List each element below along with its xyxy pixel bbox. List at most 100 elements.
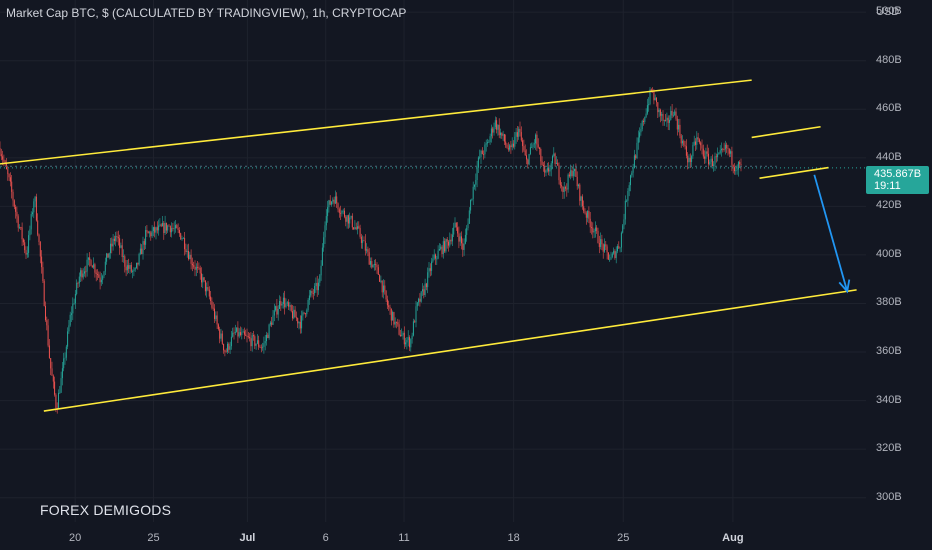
candle-body [121, 245, 123, 257]
candle-body [165, 222, 167, 231]
candle-body [71, 313, 72, 315]
candle-body [476, 167, 478, 181]
candle-body [112, 238, 114, 247]
candle-body [289, 305, 291, 307]
candle-body [718, 152, 720, 155]
candle-body [8, 174, 10, 178]
candle-body [435, 254, 436, 259]
candle-body [380, 280, 382, 282]
candle-body [533, 143, 535, 145]
candle-body [558, 165, 560, 181]
candle-body [559, 180, 561, 186]
candle-body [376, 264, 378, 268]
candle-body [119, 238, 121, 248]
candle-body [210, 296, 212, 301]
trendline[interactable] [0, 79, 752, 165]
candle-body [25, 250, 27, 255]
candle-body [619, 247, 621, 249]
candle-body [223, 343, 225, 351]
candle-body [281, 303, 283, 306]
candle-body [636, 142, 638, 159]
candle-body [264, 341, 266, 344]
trendline[interactable] [751, 125, 821, 139]
candle-body [687, 155, 689, 163]
projection-arrow[interactable] [813, 174, 849, 292]
candle-body [410, 339, 412, 348]
candle-body [211, 300, 213, 308]
candle-body [406, 340, 408, 343]
candle-body [588, 210, 590, 219]
candle-body [151, 231, 153, 237]
candle-body [150, 232, 152, 237]
candle-body [219, 329, 221, 339]
candle-body [52, 375, 54, 382]
candle-body [262, 346, 264, 348]
candle-body [584, 211, 586, 214]
candle-body [614, 250, 616, 259]
candle-body [526, 155, 527, 160]
candle-body [514, 136, 516, 147]
trendline[interactable] [759, 166, 829, 179]
candle-body [237, 327, 239, 337]
candle-body [506, 144, 508, 148]
x-tick-label: Aug [722, 532, 744, 544]
candle-body [117, 236, 119, 239]
candle-body [336, 196, 338, 204]
candle-body [691, 156, 693, 162]
candle-body [312, 293, 314, 294]
candle-body [103, 271, 105, 277]
candle-body [472, 186, 474, 199]
candle-body [34, 196, 36, 202]
candle-body [529, 147, 531, 154]
candle-body [156, 227, 158, 231]
candle-body [224, 350, 226, 352]
candle-body [462, 243, 464, 250]
candle-body [46, 320, 48, 326]
candle-body [124, 256, 126, 267]
candle-body [611, 253, 613, 257]
candle-body [212, 307, 214, 309]
y-tick-label: 420B [876, 199, 902, 212]
candle-body [48, 345, 50, 358]
candle-body [615, 251, 617, 259]
trendline[interactable] [43, 289, 857, 412]
candle-body [93, 264, 95, 268]
candle-body [415, 306, 417, 323]
candle-body [583, 206, 585, 212]
candle-body [84, 271, 85, 274]
candle-body [654, 97, 656, 101]
candle-body [341, 211, 343, 214]
candle-body [277, 308, 279, 315]
candle-body [35, 196, 37, 221]
candle-body [422, 289, 423, 292]
candle-body [99, 277, 101, 283]
candle-body [90, 260, 92, 266]
candle-body [32, 212, 33, 215]
candle-body [259, 346, 261, 348]
candle-body [458, 233, 460, 242]
candle-body [315, 282, 317, 287]
candle-body [64, 357, 66, 359]
y-tick-label: 380B [876, 296, 902, 309]
candle-body [602, 244, 604, 252]
candle-body [734, 167, 735, 172]
candle-body [648, 104, 650, 106]
candle-body [132, 271, 134, 272]
candle-body [468, 210, 470, 224]
candle-body [215, 315, 217, 319]
candle-body [168, 225, 170, 227]
candle-body [263, 343, 265, 347]
candle-body [511, 143, 513, 148]
candle-body [597, 230, 599, 243]
candle-body [347, 215, 349, 224]
candle-body [195, 266, 197, 270]
candle-body [377, 267, 379, 275]
candle-body [308, 295, 310, 300]
candle-body [515, 132, 517, 137]
candle-body [706, 151, 708, 154]
candle-body [193, 265, 195, 267]
candle-body [487, 142, 488, 144]
candle-body [366, 249, 368, 251]
candle-body [536, 134, 538, 145]
